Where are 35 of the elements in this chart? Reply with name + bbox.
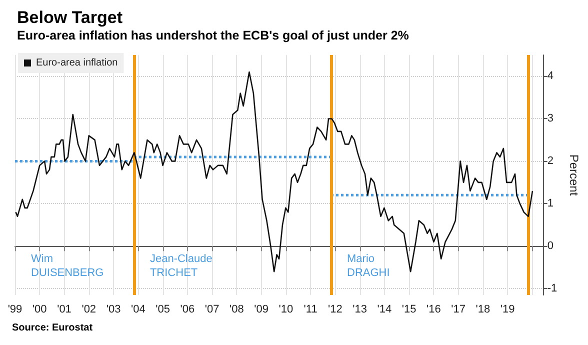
y-tick-label: 4 [547,70,554,82]
x-tick-label: '08 [230,304,244,316]
annotation: Mario DRAGHI [347,253,390,280]
y-tick-label: -1 [547,282,558,295]
x-tick-label: '17 [451,304,466,316]
x-tick-label: '11 [304,304,318,316]
annotation: Jean-Claude TRICHET [150,253,212,280]
x-tick-label: '06 [180,304,195,316]
x-tick-label: '18 [476,304,490,316]
x-tick-label: '00 [32,304,47,316]
source-note: Source: Eurostat [12,322,94,334]
y-tick-label: 1 [547,198,554,210]
chart-title: Below Target [17,8,123,27]
x-tick-label: '04 [130,304,146,316]
x-tick-label: '03 [106,304,121,316]
y-axis-title: Percent [567,154,581,196]
x-tick-label: '12 [328,304,342,316]
x-tick-label: '15 [402,304,416,316]
x-tick-label: '01 [57,304,72,316]
x-tick-label: '02 [82,304,96,316]
annotation: Wim DUISENBERG [31,253,104,280]
x-tick-label: '09 [254,304,268,316]
y-tick-label: 3 [547,112,554,125]
legend-label: Euro-area inflation [36,58,118,68]
y-tick-label: 0 [547,240,554,252]
x-tick-label: '14 [377,304,392,316]
x-tick-label: '99 [8,304,22,316]
x-tick-label: '07 [204,304,220,316]
y-tick-label: 2 [547,155,554,168]
x-tick-label: '05 [156,304,170,316]
x-tick-label: '10 [278,304,294,316]
x-tick-label: '16 [426,304,441,316]
x-tick-label: '19 [500,304,515,316]
x-tick-label: '13 [352,304,367,316]
chart-subtitle: Euro-area inflation has undershot the ECB's goal of just under 2% [17,28,409,42]
